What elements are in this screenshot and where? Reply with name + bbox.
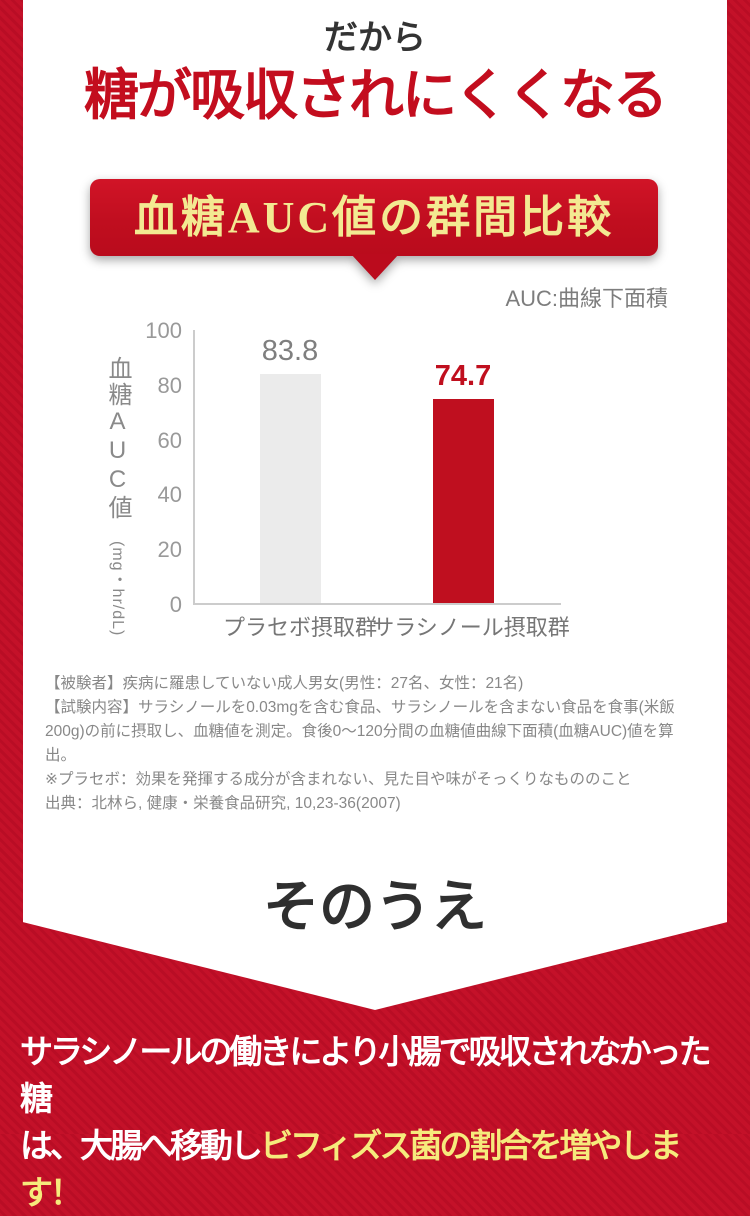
y-axis-label-unit: (mg・hr/dL) bbox=[109, 541, 126, 637]
footnote-line: 出典：北林ら, 健康・栄養食品研究, 10,23-36(2007) bbox=[45, 795, 401, 812]
y-tick-label: 40 bbox=[157, 482, 182, 508]
x-category-placebo: プラセボ摂取群 bbox=[222, 615, 377, 640]
kicker-text: だから bbox=[324, 20, 426, 57]
bottom-copy: サラシノールの働きにより小腸で吸収されなかった糖 は、大腸へ移動しビフィズス菌の… bbox=[20, 1028, 732, 1216]
chart-title: 血糖AUC値の群間比較 bbox=[90, 179, 658, 256]
auc-definition-note: AUC:曲線下面積 bbox=[505, 286, 668, 311]
footnote-line: ※プラセボ：効果を発揮する成分が含まれない、見た目や味がそっくりなもののこと bbox=[45, 771, 632, 788]
y-tick-label: 80 bbox=[157, 372, 182, 398]
x-axis-line bbox=[193, 603, 561, 605]
content-panel bbox=[23, 0, 727, 1010]
y-tick-label: 0 bbox=[169, 592, 182, 617]
y-tick-label: 60 bbox=[157, 427, 182, 453]
footnote-line: 【試験内容】サラシノールを0.03mgを含む食品、サラシノールを含まない食品を食… bbox=[45, 699, 675, 716]
y-axis-label: 血糖AUC値 (mg・hr/dL) bbox=[100, 356, 135, 916]
footnote-line: 【被験者】疾病に羅患していない成人男女(男性：27名、女性：21名) bbox=[45, 675, 524, 692]
sonoue-heading: そのうえ bbox=[263, 877, 487, 939]
banner-tail-pointer bbox=[351, 254, 399, 280]
bottom-copy-line2-white: は、大腸へ移動し bbox=[20, 1127, 263, 1164]
y-tick-label: 20 bbox=[157, 537, 182, 563]
bar-salacinol bbox=[433, 399, 494, 603]
bar-chart-plot-area: 83.8 74.7 bbox=[0, 330, 750, 603]
footnote-line: 出。 bbox=[45, 747, 77, 764]
bottom-copy-line1: サラシノールの働きにより小腸で吸収されなかった糖 bbox=[20, 1033, 712, 1117]
footnote-line: 200g)の前に摂取し、血糖値を測定。食後0〜120分間の血糖値曲線下面積(血糖… bbox=[45, 723, 674, 740]
bar-value-salacinol: 74.7 bbox=[434, 360, 492, 392]
y-tick-label: 100 bbox=[145, 318, 182, 343]
y-axis-line bbox=[193, 330, 195, 605]
bar-value-placebo: 83.8 bbox=[261, 335, 319, 367]
bar-placebo bbox=[260, 374, 321, 603]
y-axis-label-main: 血糖AUC値 bbox=[104, 356, 131, 521]
study-footnote: 【被験者】疾病に羅患していない成人男女(男性：27名、女性：21名) 【試験内容… bbox=[45, 672, 720, 816]
x-category-salacinol: サラシノール摂取群 bbox=[372, 615, 570, 640]
page-title: 糖が吸収されにくくなる bbox=[84, 65, 668, 126]
